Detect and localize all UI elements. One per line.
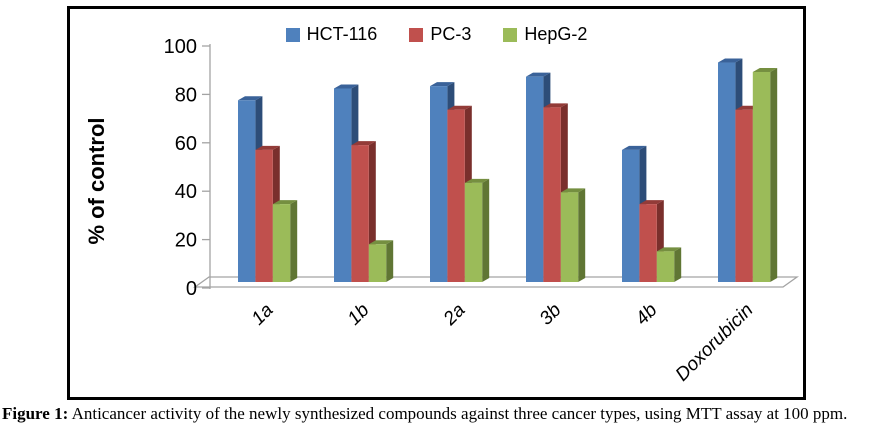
bar-Doxorubicin-HCT-116 <box>718 62 736 282</box>
bar-side-Doxorubicin-HepG-2 <box>770 67 778 283</box>
bar-top-4b-HCT-116 <box>622 145 647 150</box>
legend-label: HCT-116 <box>306 24 378 44</box>
bar-Doxorubicin-PC-3 <box>735 109 753 282</box>
bar-1b-HCT-116 <box>334 88 352 282</box>
legend-item-PC-3: PC-3 <box>409 24 471 45</box>
bar-top-4b-HepG-2 <box>656 247 682 252</box>
bar-top-Doxorubicin-HCT-116 <box>718 58 743 63</box>
bar-3b-HepG-2 <box>560 192 579 282</box>
y-tick-label-100: 100 <box>164 36 197 58</box>
bar-2a-HepG-2 <box>464 182 483 282</box>
legend-label: PC-3 <box>430 24 472 44</box>
bar-side-1b-HepG-2 <box>386 240 394 282</box>
bar-top-2a-HepG-2 <box>464 178 490 183</box>
y-tick-label-20: 20 <box>175 230 197 252</box>
legend-swatch-icon <box>409 27 424 42</box>
bar-top-2a-PC-3 <box>447 105 472 110</box>
y-axis-title: % of control <box>84 117 109 245</box>
bar-1b-PC-3 <box>351 145 369 282</box>
y-tick-label-0: 0 <box>186 278 197 300</box>
bar-top-Doxorubicin-HepG-2 <box>752 67 778 72</box>
legend-item-HCT-116: HCT-116 <box>285 24 378 45</box>
x-label-2a: 2a <box>439 300 470 331</box>
figure-caption: Figure 1: Anticancer activity of the new… <box>2 404 874 424</box>
legend-item-HepG-2: HepG-2 <box>503 24 587 45</box>
bar-1a-HCT-116 <box>238 100 256 282</box>
bar-side-4b-HepG-2 <box>674 247 682 282</box>
x-label-3b: 3b <box>536 300 566 330</box>
y-tick-label-80: 80 <box>175 84 197 106</box>
bar-top-3b-HCT-116 <box>526 72 551 77</box>
bar-side-1a-HepG-2 <box>290 200 298 282</box>
bar-side-3b-HepG-2 <box>578 188 586 282</box>
bar-1b-HepG-2 <box>368 244 387 282</box>
bar-2a-PC-3 <box>447 109 465 282</box>
legend: HCT-116 PC-3 HepG-2 <box>70 24 803 45</box>
bar-4b-PC-3 <box>639 204 657 282</box>
x-label-4b: 4b <box>632 300 662 330</box>
bar-top-1a-HepG-2 <box>272 200 298 205</box>
bar-Doxorubicin-HepG-2 <box>752 71 771 283</box>
bar-4b-HCT-116 <box>622 149 640 282</box>
x-label-Doxorubicin: Doxorubicin <box>672 300 758 386</box>
bar-side-2a-HepG-2 <box>482 178 490 282</box>
y-tick-label-40: 40 <box>175 181 197 203</box>
legend-label: HepG-2 <box>524 24 588 44</box>
x-label-1a: 1a <box>248 300 278 330</box>
bar-3b-HCT-116 <box>526 76 544 283</box>
bar-top-2a-HCT-116 <box>430 82 455 87</box>
figure-caption-label: Figure 1: <box>2 404 69 423</box>
bar-top-3b-HepG-2 <box>560 188 586 193</box>
figure-caption-text: Anticancer activity of the newly synthes… <box>68 404 848 423</box>
bar-top-1a-PC-3 <box>255 145 280 150</box>
bar-top-1b-HCT-116 <box>334 84 359 89</box>
chart: 0 20 40 60 80 100 1a 1b 2a 3b 4b Doxorubicin % of c… <box>67 6 806 400</box>
bar-1a-HepG-2 <box>272 204 291 282</box>
bar-top-1b-HepG-2 <box>368 240 394 245</box>
plot-area: 0 20 40 60 80 100 1a 1b 2a 3b 4b Doxorubicin <box>164 36 800 386</box>
bar-top-1a-HCT-116 <box>238 96 263 101</box>
bar-top-1b-PC-3 <box>351 141 376 146</box>
bar-top-3b-PC-3 <box>543 103 568 108</box>
x-label-1b: 1b <box>344 300 374 330</box>
bar-2a-HCT-116 <box>430 86 448 283</box>
bar-top-4b-PC-3 <box>639 200 664 205</box>
legend-swatch-icon <box>285 27 300 42</box>
bar-3b-PC-3 <box>543 107 561 282</box>
y-tick-label-60: 60 <box>175 133 197 155</box>
bar-4b-HepG-2 <box>656 251 675 282</box>
legend-swatch-icon <box>503 27 518 42</box>
bar-1a-PC-3 <box>255 149 273 282</box>
